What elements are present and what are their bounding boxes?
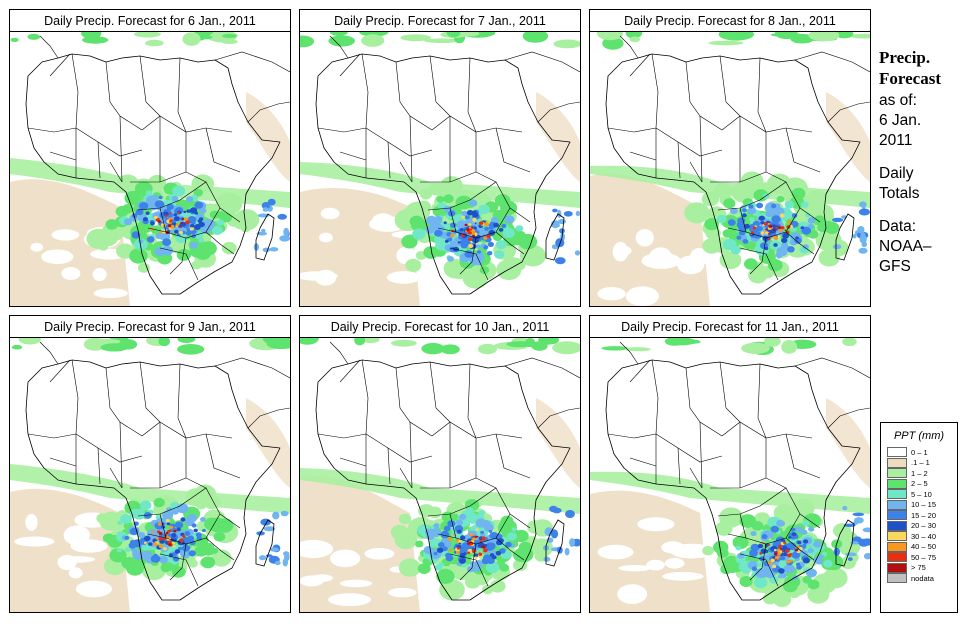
forecast-panel-1: Daily Precip. Forecast for 6 Jan., 2011 bbox=[9, 9, 291, 307]
map-area bbox=[9, 337, 291, 613]
legend-label: 30 – 40 bbox=[911, 531, 937, 541]
panel-title: Daily Precip. Forecast for 9 Jan., 2011 bbox=[9, 315, 291, 339]
legend-swatch bbox=[887, 499, 907, 510]
legend-item: 40 – 50 bbox=[887, 541, 957, 553]
legend-label: nodata bbox=[911, 573, 934, 583]
legend-swatch bbox=[887, 520, 907, 531]
legend-item: 10 – 15 bbox=[887, 499, 957, 511]
forecast-panel-2: Daily Precip. Forecast for 7 Jan., 2011 bbox=[299, 9, 581, 307]
legend-swatch bbox=[887, 510, 907, 521]
forecast-panel-6: Daily Precip. Forecast for 11 Jan., 2011 bbox=[589, 315, 871, 613]
date-line2: 2011 bbox=[879, 132, 913, 149]
legend-swatch bbox=[887, 541, 907, 552]
legend-label: 0 – 1 bbox=[911, 447, 928, 457]
panel-title: Daily Precip. Forecast for 10 Jan., 2011 bbox=[299, 315, 581, 339]
legend-label: 5 – 10 bbox=[911, 489, 932, 499]
legend-label: 1 – 2 bbox=[911, 468, 928, 478]
sidebar-title-line2: Forecast bbox=[879, 69, 941, 88]
asof-label: as of: bbox=[879, 92, 917, 109]
data-line2: NOAA– bbox=[879, 238, 932, 255]
legend-label: 2 – 5 bbox=[911, 479, 928, 489]
legend-swatch bbox=[887, 552, 907, 563]
legend-title: PPT (mm) bbox=[893, 430, 945, 442]
legend-swatch bbox=[887, 457, 907, 468]
legend-label: 15 – 20 bbox=[911, 510, 937, 520]
legend-item: 50 – 75 bbox=[887, 552, 957, 563]
legend-swatch bbox=[887, 489, 907, 500]
date-line1: 6 Jan. bbox=[879, 112, 922, 129]
legend-label: .1 – 1 bbox=[911, 458, 930, 468]
panel-title: Daily Precip. Forecast for 7 Jan., 2011 bbox=[299, 9, 581, 33]
legend-swatch bbox=[887, 562, 907, 573]
legend-label: 20 – 30 bbox=[911, 521, 937, 531]
data-line3: GFS bbox=[879, 258, 911, 275]
legend-item: > 75 bbox=[887, 562, 957, 574]
daily-line1: Daily bbox=[879, 165, 914, 182]
data-line1: Data: bbox=[879, 218, 917, 235]
sidebar-title-line1: Precip. bbox=[879, 48, 931, 67]
legend-swatch bbox=[887, 447, 907, 458]
legend-label: 40 – 50 bbox=[911, 542, 937, 552]
panel-title: Daily Precip. Forecast for 8 Jan., 2011 bbox=[589, 9, 871, 33]
info-sidebar: Precip. Forecast as of: 6 Jan. 2011 Dail… bbox=[879, 47, 965, 277]
forecast-panel-5: Daily Precip. Forecast for 10 Jan., 2011 bbox=[299, 315, 581, 613]
panel-title: Daily Precip. Forecast for 6 Jan., 2011 bbox=[9, 9, 291, 33]
map-area bbox=[9, 31, 291, 307]
legend-item: nodata bbox=[887, 573, 957, 584]
panel-title: Daily Precip. Forecast for 11 Jan., 2011 bbox=[589, 315, 871, 339]
forecast-panel-3: Daily Precip. Forecast for 8 Jan., 2011 bbox=[589, 9, 871, 307]
forecast-panel-4: Daily Precip. Forecast for 9 Jan., 2011 bbox=[9, 315, 291, 613]
map-area bbox=[299, 31, 581, 307]
daily-line2: Totals bbox=[879, 185, 920, 202]
legend-item: .1 – 1 bbox=[887, 457, 957, 469]
legend-label: 10 – 15 bbox=[911, 500, 937, 510]
legend-item: 0 – 1 bbox=[887, 447, 957, 458]
legend-label: > 75 bbox=[911, 563, 926, 573]
map-area bbox=[589, 337, 871, 613]
legend-item: 5 – 10 bbox=[887, 489, 957, 500]
legend-item: 15 – 20 bbox=[887, 510, 957, 521]
legend-item: 20 – 30 bbox=[887, 520, 957, 532]
legend-swatch bbox=[887, 531, 907, 542]
map-area bbox=[589, 31, 871, 307]
map-area bbox=[299, 337, 581, 613]
legend-item: 2 – 5 bbox=[887, 478, 957, 490]
legend-swatch bbox=[887, 573, 907, 584]
legend-item: 30 – 40 bbox=[887, 531, 957, 542]
legend-item: 1 – 2 bbox=[887, 468, 957, 479]
legend-label: 50 – 75 bbox=[911, 552, 937, 562]
legend-swatch bbox=[887, 468, 907, 479]
legend-swatch bbox=[887, 478, 907, 489]
